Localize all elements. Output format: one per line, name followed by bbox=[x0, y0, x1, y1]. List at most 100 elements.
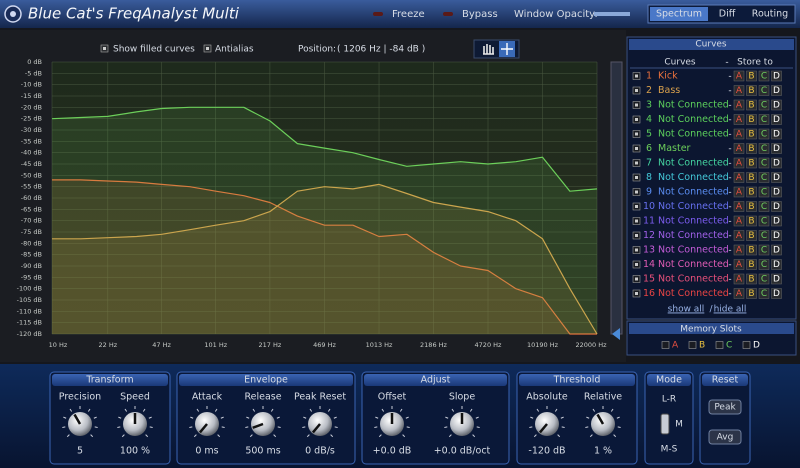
store-button[interactable] bbox=[733, 201, 745, 212]
store-button[interactable] bbox=[758, 157, 770, 169]
store-button-label[interactable]: B bbox=[748, 289, 754, 299]
store-button[interactable] bbox=[758, 114, 770, 125]
reset-button[interactable] bbox=[708, 399, 742, 415]
memory-checkbox[interactable] bbox=[715, 341, 724, 349]
store-button[interactable] bbox=[733, 157, 745, 169]
store-button-label[interactable]: A bbox=[736, 231, 743, 241]
store-button-label[interactable]: B bbox=[748, 144, 754, 154]
store-button-label[interactable]: B bbox=[748, 188, 754, 198]
store-button[interactable] bbox=[746, 157, 757, 169]
store-button[interactable] bbox=[733, 143, 745, 154]
show-all[interactable]: show all bbox=[668, 305, 705, 315]
reset-button-label[interactable]: Peak bbox=[714, 403, 736, 413]
bypass-led[interactable] bbox=[443, 12, 453, 16]
store-button[interactable] bbox=[771, 128, 782, 140]
store-button-label[interactable]: C bbox=[761, 173, 767, 183]
store-button-label[interactable]: C bbox=[761, 72, 767, 82]
store-button-label[interactable]: A bbox=[736, 275, 743, 285]
store-button-label[interactable]: D bbox=[773, 130, 780, 140]
store-button[interactable] bbox=[746, 172, 757, 183]
store-button-label[interactable]: A bbox=[736, 144, 743, 154]
store-button[interactable] bbox=[733, 244, 745, 256]
store-button[interactable] bbox=[746, 273, 757, 285]
store-button-label[interactable]: A bbox=[736, 159, 743, 169]
store-button-label[interactable]: A bbox=[736, 246, 743, 256]
store-button[interactable] bbox=[771, 99, 782, 111]
store-button[interactable] bbox=[733, 288, 745, 299]
store-button-label[interactable]: B bbox=[748, 217, 754, 227]
store-button[interactable] bbox=[758, 85, 770, 96]
store-button-label[interactable]: A bbox=[736, 173, 743, 183]
store-button-label[interactable]: D bbox=[773, 275, 780, 285]
store-button-label[interactable]: C bbox=[761, 188, 767, 198]
store-button-label[interactable]: B bbox=[748, 159, 754, 169]
store-button-label[interactable]: A bbox=[736, 130, 743, 140]
hide-all[interactable]: hide all bbox=[714, 305, 747, 315]
bypass-button[interactable]: Bypass bbox=[462, 9, 498, 20]
store-button[interactable] bbox=[771, 273, 782, 285]
store-button-label[interactable]: D bbox=[773, 260, 780, 270]
store-button-label[interactable]: C bbox=[761, 159, 767, 169]
store-button[interactable] bbox=[758, 143, 770, 154]
store-button[interactable] bbox=[733, 114, 745, 125]
store-button-label[interactable]: D bbox=[773, 289, 780, 299]
store-button[interactable] bbox=[758, 128, 770, 140]
store-button[interactable] bbox=[733, 215, 745, 227]
store-button-label[interactable]: B bbox=[748, 275, 754, 285]
store-button[interactable] bbox=[758, 230, 770, 241]
store-button[interactable] bbox=[758, 288, 770, 299]
store-button-label[interactable]: D bbox=[773, 173, 780, 183]
store-button-label[interactable]: C bbox=[761, 289, 767, 299]
store-button[interactable] bbox=[758, 186, 770, 198]
store-button-label[interactable]: A bbox=[736, 202, 743, 212]
mode-option[interactable]: M bbox=[675, 420, 683, 430]
store-button[interactable] bbox=[733, 230, 745, 241]
store-button[interactable] bbox=[746, 259, 757, 270]
store-button[interactable] bbox=[733, 70, 745, 82]
hand-tool[interactable] bbox=[483, 44, 494, 55]
store-button[interactable] bbox=[746, 186, 757, 198]
tab[interactable]: Routing bbox=[752, 9, 788, 20]
store-button[interactable] bbox=[771, 288, 782, 299]
memory-checkbox[interactable] bbox=[688, 341, 697, 349]
store-button-label[interactable]: A bbox=[736, 115, 743, 125]
store-button-label[interactable]: B bbox=[748, 115, 754, 125]
store-button[interactable] bbox=[733, 273, 745, 285]
store-button-label[interactable]: C bbox=[761, 260, 767, 270]
store-button-label[interactable]: B bbox=[748, 202, 754, 212]
tab[interactable]: Spectrum bbox=[656, 9, 702, 20]
store-button[interactable] bbox=[746, 215, 757, 227]
store-button-label[interactable]: A bbox=[736, 188, 743, 198]
store-button[interactable] bbox=[771, 215, 782, 227]
store-button[interactable] bbox=[758, 259, 770, 270]
store-button-label[interactable]: C bbox=[761, 86, 767, 96]
show-filled-curves[interactable]: Show filled curves bbox=[113, 45, 195, 55]
store-button-label[interactable]: C bbox=[761, 130, 767, 140]
reset-button-label[interactable]: Avg bbox=[717, 433, 734, 443]
store-button-label[interactable]: C bbox=[761, 115, 767, 125]
memory-checkbox[interactable] bbox=[661, 341, 670, 349]
store-button-label[interactable]: D bbox=[773, 115, 780, 125]
store-button[interactable] bbox=[733, 85, 745, 96]
store-button[interactable] bbox=[771, 172, 782, 183]
store-button-label[interactable]: C bbox=[761, 231, 767, 241]
store-button[interactable] bbox=[771, 244, 782, 256]
store-button[interactable] bbox=[758, 201, 770, 212]
store-button[interactable] bbox=[771, 114, 782, 125]
store-button[interactable] bbox=[758, 273, 770, 285]
store-button[interactable] bbox=[758, 172, 770, 183]
store-button-label[interactable]: B bbox=[748, 86, 754, 96]
store-button-label[interactable]: A bbox=[736, 289, 743, 299]
store-button-label[interactable]: D bbox=[773, 144, 780, 154]
memory-checkbox[interactable] bbox=[742, 341, 751, 349]
store-button[interactable] bbox=[746, 128, 757, 140]
store-button-label[interactable]: A bbox=[736, 217, 743, 227]
store-button[interactable] bbox=[746, 70, 757, 82]
store-button[interactable] bbox=[746, 230, 757, 241]
store-button[interactable] bbox=[733, 128, 745, 140]
freeze-button[interactable]: Freeze bbox=[392, 9, 425, 20]
store-button-label[interactable]: D bbox=[773, 101, 780, 111]
mode-option[interactable]: L-R bbox=[662, 395, 676, 405]
store-button-label[interactable]: A bbox=[736, 260, 743, 270]
scroll-arrow[interactable] bbox=[612, 328, 620, 340]
